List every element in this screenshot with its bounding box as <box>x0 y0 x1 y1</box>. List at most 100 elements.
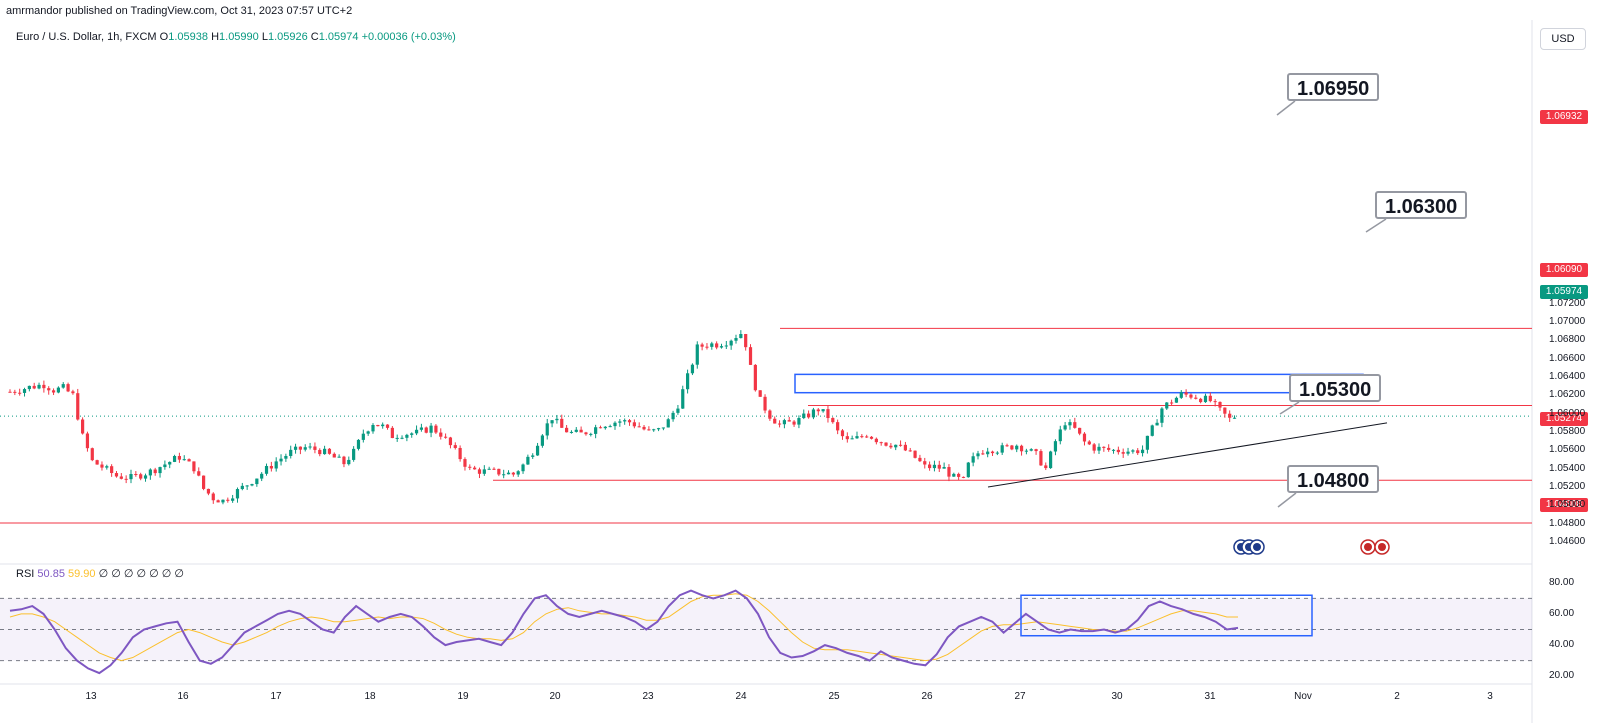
candle <box>666 417 670 428</box>
candle-body <box>719 346 724 348</box>
candle-body <box>114 473 119 477</box>
candle-body <box>134 474 138 476</box>
candle <box>119 473 123 480</box>
candle <box>652 428 656 432</box>
callout-1-05300[interactable]: 1.05300 <box>1289 374 1382 402</box>
price-label-support: 1.05274 <box>1540 412 1588 426</box>
candle <box>192 461 196 474</box>
price-tick-label: 1.05600 <box>1549 444 1586 456</box>
candle <box>826 405 830 423</box>
candle <box>76 388 80 421</box>
candle <box>90 447 94 462</box>
candle <box>579 426 583 433</box>
candle-body <box>371 424 375 432</box>
candle <box>81 417 85 435</box>
candle-body <box>637 426 641 428</box>
rsi-ma-value: 59.90 <box>68 568 96 580</box>
candle-body <box>690 364 695 374</box>
candle-body <box>139 474 143 479</box>
candle-body <box>27 385 31 390</box>
candle <box>613 421 617 430</box>
candle <box>143 473 148 482</box>
candle <box>894 444 898 451</box>
candle <box>526 454 530 465</box>
candle <box>298 446 302 455</box>
candle <box>410 432 414 438</box>
candle-body <box>961 476 966 478</box>
candle-body <box>1213 401 1217 403</box>
candle <box>502 469 506 479</box>
candle-body <box>632 422 636 427</box>
candle-body <box>76 393 80 420</box>
candle <box>521 463 525 474</box>
candle-body <box>502 474 506 476</box>
candle <box>584 431 588 436</box>
candle <box>1228 410 1232 422</box>
candle <box>540 434 544 448</box>
candle-body <box>1174 397 1179 403</box>
candle-body <box>1116 449 1120 453</box>
candle <box>681 385 685 409</box>
candle-body <box>1136 450 1140 454</box>
callout-1-06300[interactable]: 1.06300 <box>1375 191 1468 219</box>
candle-body <box>579 429 583 433</box>
candle-body <box>385 424 390 428</box>
candle <box>366 430 370 436</box>
candle-body <box>1203 395 1208 403</box>
candle-body <box>1010 445 1014 450</box>
candle-body <box>216 500 220 503</box>
time-tick-label: 26 <box>921 691 933 702</box>
candle-body <box>739 334 743 339</box>
candle-body <box>869 436 874 439</box>
candle <box>347 456 351 466</box>
candle-body <box>874 438 878 443</box>
candle-body <box>429 425 433 433</box>
candle-body <box>898 444 903 446</box>
candle-body <box>908 450 912 452</box>
price-label-current: 1.05974 <box>1540 285 1588 299</box>
callout-1-04800[interactable]: 1.04800 <box>1287 465 1380 493</box>
candle <box>777 420 782 428</box>
candle <box>303 444 307 452</box>
candle-body <box>1165 402 1169 409</box>
candle-body <box>376 424 380 427</box>
time-tick-label: 27 <box>1014 691 1026 702</box>
callout-1-06950[interactable]: 1.06950 <box>1287 73 1380 101</box>
candle-body <box>681 389 685 409</box>
candle <box>865 434 869 438</box>
candle <box>444 433 448 439</box>
candle <box>1102 446 1106 452</box>
candle-body <box>526 456 530 465</box>
candle-body <box>686 373 690 390</box>
candle <box>802 409 806 420</box>
candle <box>172 454 177 463</box>
candle-body <box>1145 435 1149 450</box>
candle <box>51 388 56 396</box>
rsi-tick-label: 40.00 <box>1549 639 1575 651</box>
candle <box>1005 443 1009 447</box>
candle-body <box>516 471 520 475</box>
candle <box>308 442 312 450</box>
candle <box>1232 415 1237 419</box>
candle <box>710 341 714 350</box>
rsi-tick-label: 20.00 <box>1549 670 1575 682</box>
candle-body <box>342 456 346 465</box>
candle-body <box>840 430 845 437</box>
time-tick-label: 17 <box>270 691 282 702</box>
candle <box>163 460 167 470</box>
rsi-legend[interactable]: RSI 50.85 59.90 ∅ ∅ ∅ ∅ ∅ ∅ ∅ <box>16 567 184 580</box>
symbol-legend[interactable]: Euro / U.S. Dollar, 1h, FXCM O1.05938 H1… <box>16 31 456 43</box>
candle-body <box>47 388 51 391</box>
candle-body <box>627 420 632 423</box>
rsi-extra-values: ∅ ∅ ∅ ∅ ∅ ∅ ∅ <box>98 568 185 580</box>
candle-body <box>100 464 104 468</box>
candle <box>656 427 661 432</box>
rsi-tick-label: 60.00 <box>1549 607 1575 619</box>
candle-body <box>511 472 515 475</box>
candle-body <box>816 409 820 412</box>
candle-body <box>206 488 211 494</box>
candle-body <box>143 475 148 479</box>
currency-button[interactable]: USD <box>1540 28 1586 50</box>
candle <box>1082 432 1087 446</box>
